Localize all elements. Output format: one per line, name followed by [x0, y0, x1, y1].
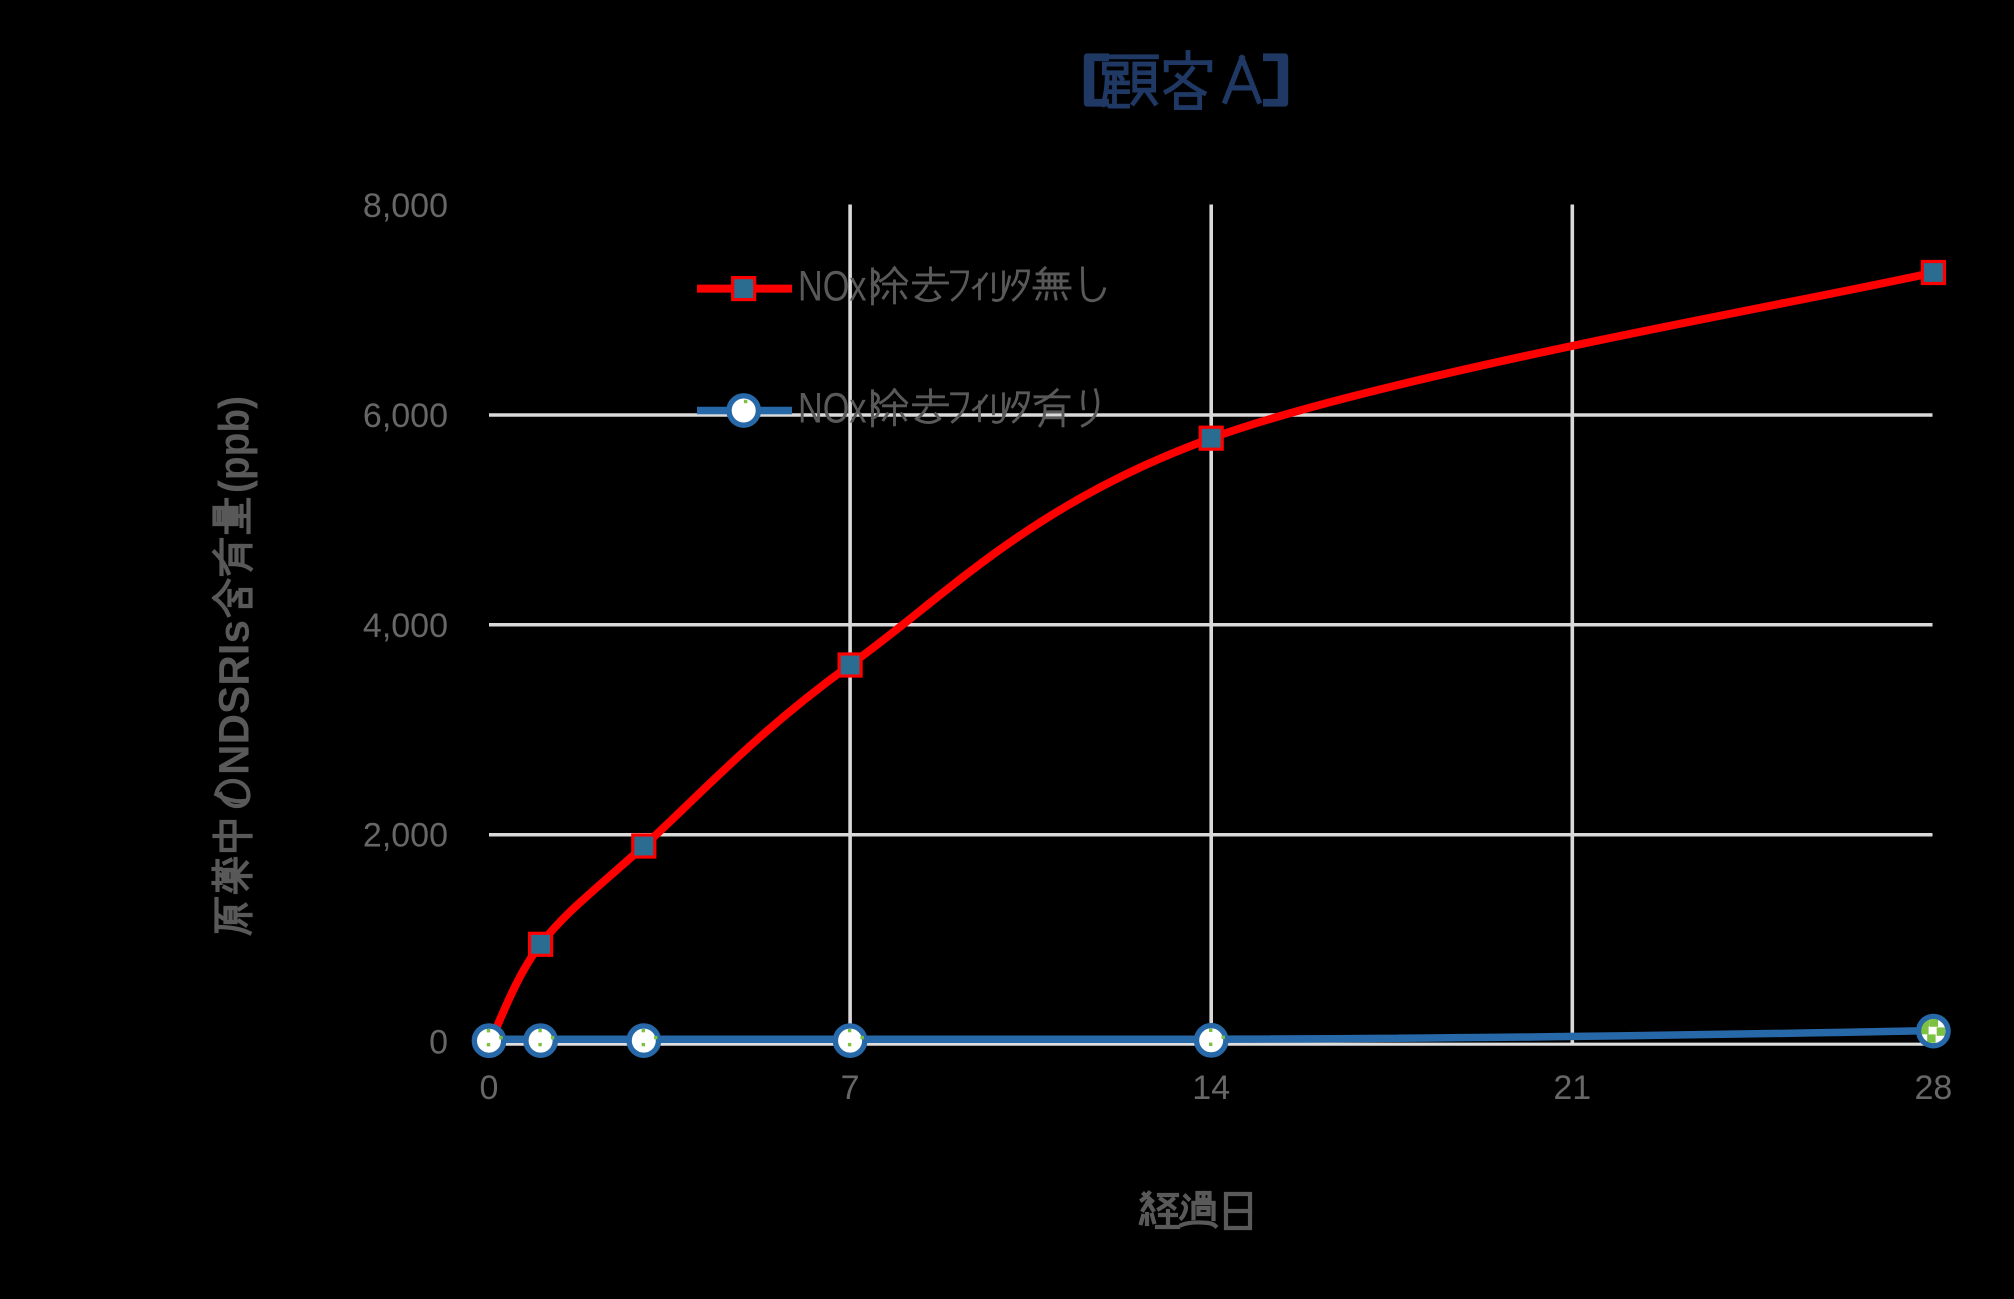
svg-text:14: 14	[1192, 1069, 1230, 1107]
svg-text:NOx: NOx	[798, 384, 867, 432]
svg-text:21: 21	[1553, 1069, 1591, 1107]
svg-text:NDSRIs: NDSRIs	[211, 620, 259, 775]
svg-text:6,000: 6,000	[363, 397, 448, 435]
svg-text:7: 7	[841, 1069, 860, 1107]
svg-text:4,000: 4,000	[363, 607, 448, 645]
svg-text:0: 0	[429, 1024, 448, 1062]
svg-text:2,000: 2,000	[363, 817, 448, 855]
svg-text:28: 28	[1914, 1069, 1952, 1107]
svg-text:(ppb): (ppb)	[211, 396, 259, 493]
svg-text:NOx: NOx	[798, 262, 867, 310]
svg-text:8,000: 8,000	[363, 187, 448, 225]
svg-text:0: 0	[480, 1069, 499, 1107]
